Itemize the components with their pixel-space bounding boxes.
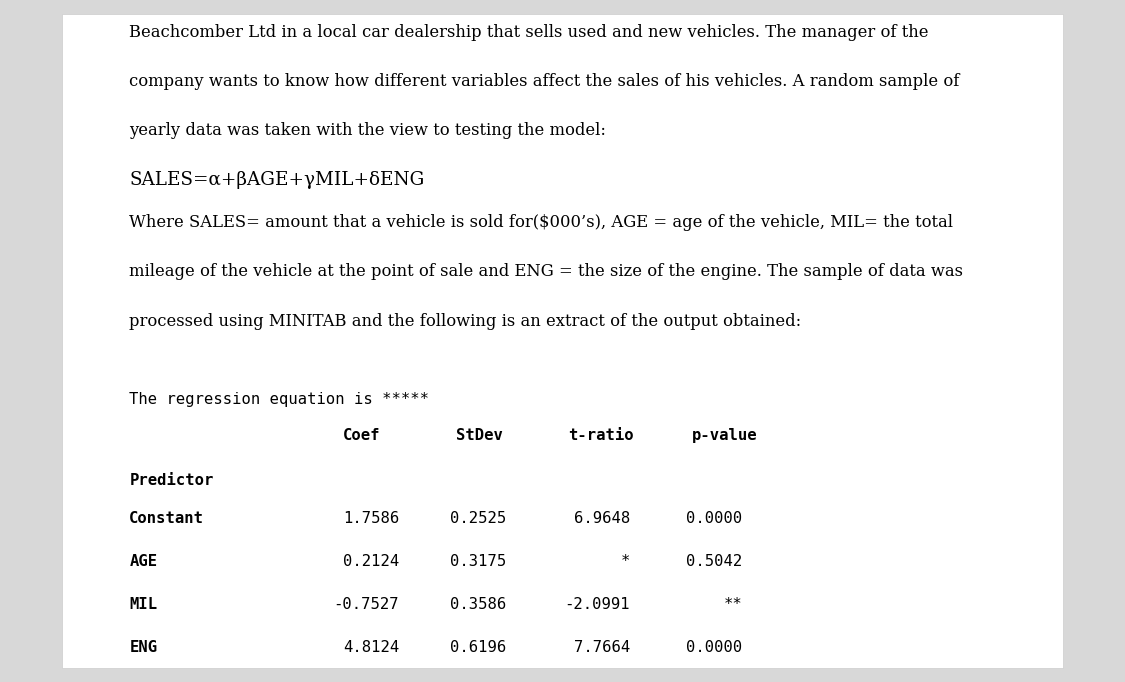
Text: AGE: AGE [129,554,158,569]
Text: 0.2124: 0.2124 [343,554,399,569]
Text: 1.7586: 1.7586 [343,512,399,527]
Text: t-ratio: t-ratio [568,428,633,443]
Text: *: * [621,554,630,569]
Text: yearly data was taken with the view to testing the model:: yearly data was taken with the view to t… [129,122,606,139]
Text: 4.8124: 4.8124 [343,640,399,655]
Text: 0.2525: 0.2525 [450,512,506,527]
Text: **: ** [723,597,742,612]
Text: Constant: Constant [129,512,205,527]
Text: 0.3586: 0.3586 [450,597,506,612]
Text: 0.0000: 0.0000 [686,512,742,527]
Text: ENG: ENG [129,640,158,655]
Text: 0.0000: 0.0000 [686,640,742,655]
Text: Where SALES= amount that a vehicle is sold for($000’s), AGE = age of the vehicle: Where SALES= amount that a vehicle is so… [129,214,953,231]
Text: Predictor: Predictor [129,473,214,488]
Text: -2.0991: -2.0991 [565,597,630,612]
Text: SALES=α+βAGE+γMIL+δENG: SALES=α+βAGE+γMIL+δENG [129,171,425,189]
Text: 7.7664: 7.7664 [574,640,630,655]
Text: MIL: MIL [129,597,158,612]
Text: 0.5042: 0.5042 [686,554,742,569]
Text: 0.6196: 0.6196 [450,640,506,655]
Text: company wants to know how different variables affect the sales of his vehicles. : company wants to know how different vari… [129,73,960,90]
Text: The regression equation is *****: The regression equation is ***** [129,392,430,407]
Text: mileage of the vehicle at the point of sale and ENG = the size of the engine. Th: mileage of the vehicle at the point of s… [129,263,963,280]
Text: 0.3175: 0.3175 [450,554,506,569]
Text: Coef: Coef [343,428,380,443]
Text: Beachcomber Ltd in a local car dealership that sells used and new vehicles. The : Beachcomber Ltd in a local car dealershi… [129,24,929,41]
Text: p-value: p-value [692,428,757,443]
Text: processed using MINITAB and the following is an extract of the output obtained:: processed using MINITAB and the followin… [129,312,802,329]
Text: -0.7527: -0.7527 [334,597,399,612]
Text: 6.9648: 6.9648 [574,512,630,527]
Text: StDev: StDev [456,428,503,443]
